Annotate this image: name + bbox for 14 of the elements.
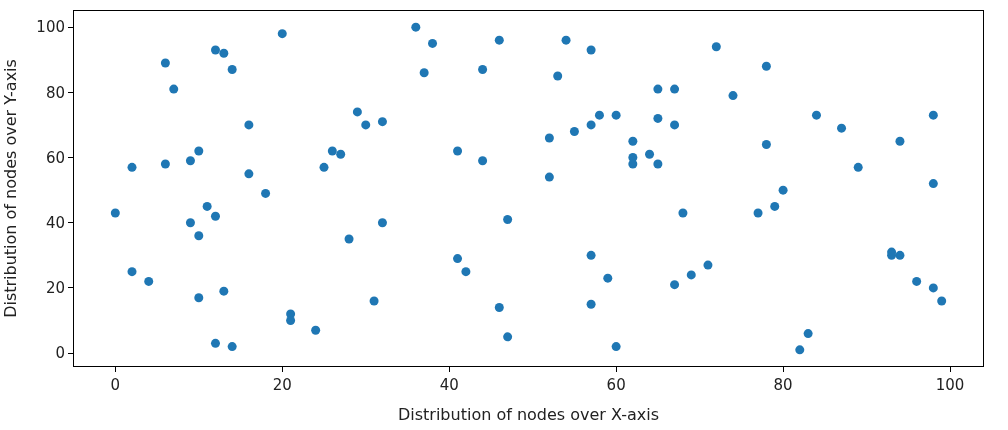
y-tick-label: 40 <box>45 213 65 232</box>
x-tick-label: 0 <box>110 376 121 394</box>
x-tick-label: 100 <box>935 376 965 394</box>
y-tick-label: 20 <box>45 279 65 298</box>
x-axis-title: Distribution of nodes over X-axis <box>397 404 660 424</box>
y-tick-label: 100 <box>36 18 65 37</box>
y-tick-label: 0 <box>55 344 65 363</box>
y-tick-label: 60 <box>45 148 65 167</box>
x-tick-label: 20 <box>272 376 292 394</box>
y-tick-label: 80 <box>45 83 65 102</box>
y-axis-title: Distribution of nodes over Y-axis <box>1 59 21 318</box>
x-tick-label: 40 <box>439 376 459 394</box>
x-tick-label: 80 <box>773 376 793 394</box>
x-tick-label: 60 <box>606 376 626 394</box>
